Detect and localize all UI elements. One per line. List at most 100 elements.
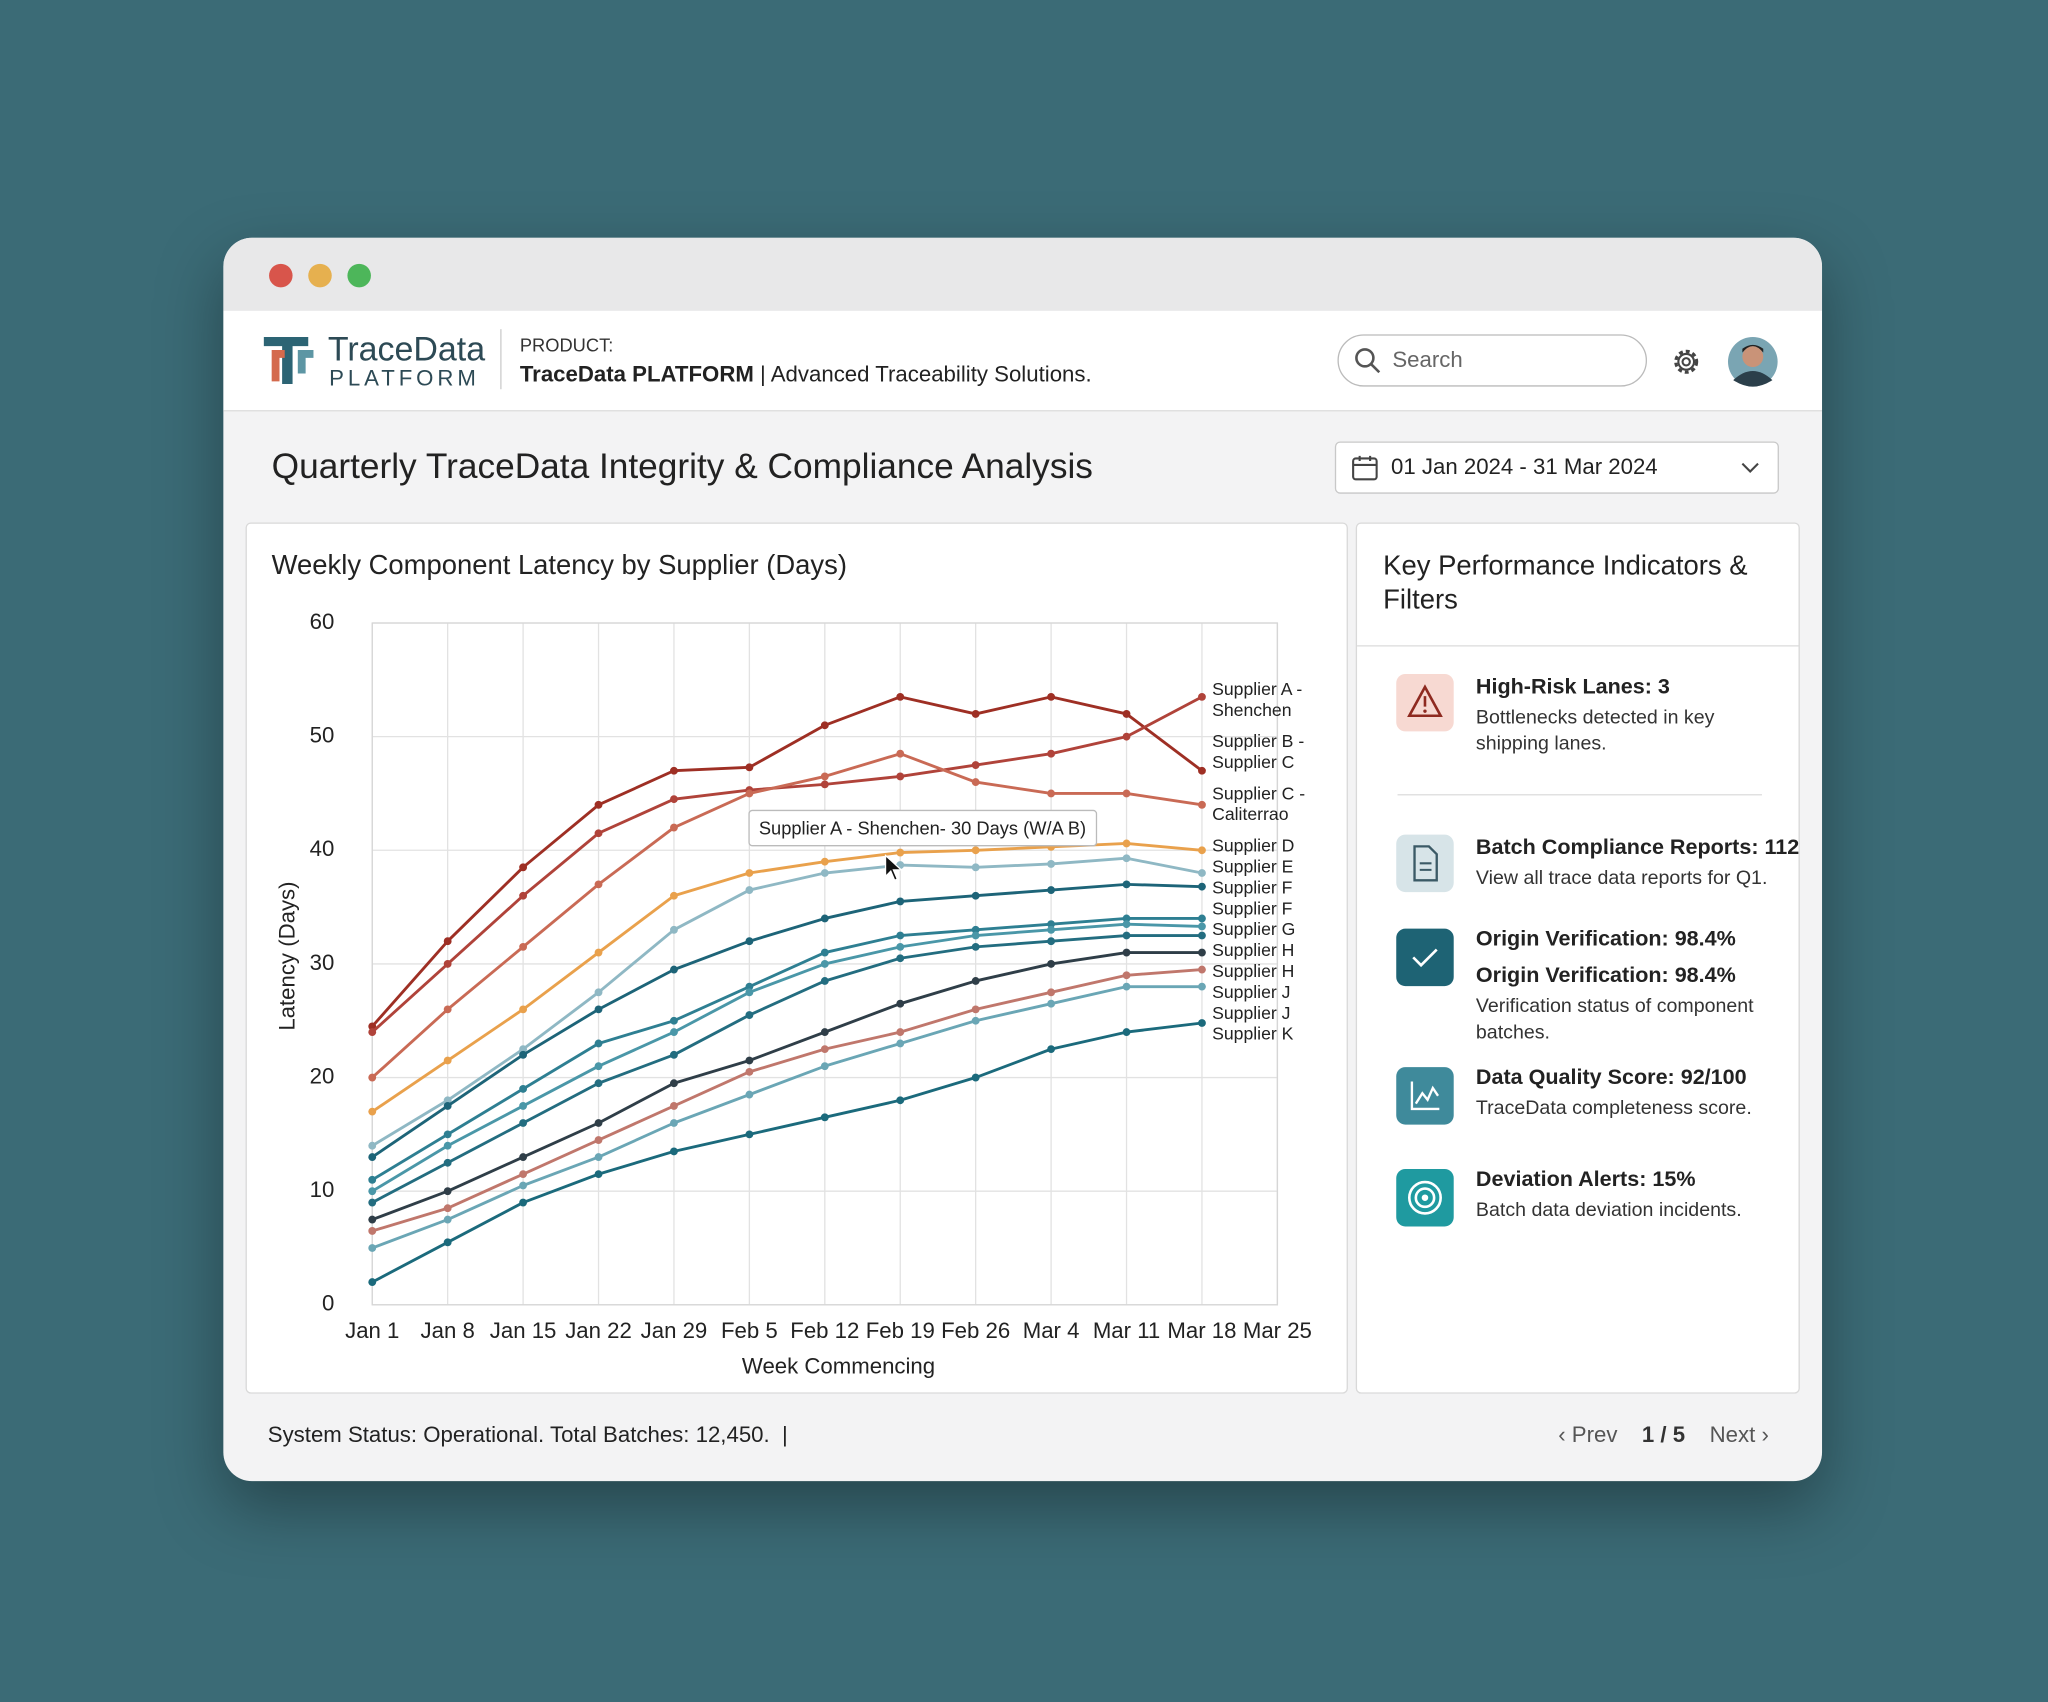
date-range-picker[interactable]: 01 Jan 2024 - 31 Mar 2024	[1334, 441, 1779, 494]
kpi-item: Deviation Alerts: 15% Batch data deviatio…	[1476, 1161, 1783, 1224]
data-point	[820, 1045, 829, 1054]
data-point	[820, 772, 829, 781]
data-point	[745, 1130, 754, 1139]
data-point	[519, 1170, 528, 1179]
maximize-button[interactable]	[347, 263, 371, 288]
deviation-icon	[1396, 1168, 1454, 1227]
data-point	[1047, 920, 1056, 929]
data-point	[971, 977, 980, 985]
next-button[interactable]: Next ›	[1709, 1422, 1769, 1448]
data-point	[670, 795, 678, 804]
x-tick-label: Feb 5	[721, 1318, 778, 1343]
report-icon	[1396, 834, 1454, 893]
data-point	[519, 891, 528, 900]
data-point	[1198, 846, 1206, 855]
kpi-description: Bottlenecks detected in key shipping lan…	[1475, 706, 1715, 755]
data-point	[896, 692, 905, 701]
data-point	[820, 857, 829, 866]
data-point	[670, 1147, 678, 1156]
data-point	[820, 1028, 829, 1037]
minimize-button[interactable]	[308, 263, 332, 288]
data-point	[368, 1107, 377, 1116]
data-point	[594, 948, 603, 957]
data-point	[519, 1181, 528, 1190]
product-line: TraceData PLATFORM | Advanced Traceabili…	[520, 362, 1092, 388]
legend-label: Supplier E	[1212, 856, 1294, 877]
data-point	[443, 1005, 452, 1014]
data-point	[896, 1028, 905, 1037]
data-point	[1198, 692, 1206, 701]
data-point	[368, 1244, 377, 1252]
tooltip: Supplier A - Shenchen- 30 Days (W/A B)	[748, 809, 1097, 847]
kpi-description: Verification status of component batches…	[1475, 995, 1754, 1044]
data-point	[1198, 931, 1206, 940]
x-tick-label: Jan 1	[345, 1318, 399, 1343]
data-point	[971, 710, 980, 718]
kpi-description: TraceData completeness score.	[1475, 1097, 1752, 1120]
y-tick-label: 20	[310, 1063, 335, 1088]
data-point	[670, 1028, 678, 1037]
data-point	[820, 914, 829, 923]
data-point	[368, 1227, 377, 1235]
data-point	[670, 1102, 678, 1110]
legend-label: Supplier F	[1212, 898, 1293, 919]
x-axis-label: Week Commencing	[742, 1353, 935, 1378]
data-point	[1047, 937, 1056, 946]
kpi-title: High-Risk Lanes: 3	[1475, 675, 1670, 699]
data-point	[368, 1028, 377, 1037]
kpi-item: Origin Verification: 98.4% Origin Verific…	[1476, 921, 1783, 1046]
title-bar	[223, 237, 1823, 311]
dropdown-chevron	[1741, 462, 1759, 473]
legend-label: Supplier K	[1212, 1023, 1294, 1044]
data-point	[1122, 920, 1131, 929]
close-button[interactable]	[269, 263, 293, 288]
data-point	[594, 1153, 603, 1162]
logo-icon	[263, 336, 314, 384]
settings-button[interactable]	[1669, 345, 1703, 379]
kpi-item: High-Risk Lanes: 3 Bottlenecks detected i…	[1476, 669, 1783, 758]
data-point	[820, 869, 829, 877]
data-point	[443, 1204, 452, 1213]
kpi-title: Batch Compliance Reports: 112	[1475, 835, 1800, 860]
series-line	[371, 917, 1202, 1182]
data-point	[820, 721, 829, 730]
data-point	[1122, 854, 1131, 863]
series-line	[371, 951, 1202, 1221]
user-avatar[interactable]	[1727, 336, 1779, 388]
data-point	[1122, 931, 1131, 940]
data-point	[670, 1119, 678, 1127]
check-icon	[1396, 928, 1454, 987]
data-point	[1122, 1028, 1131, 1037]
kpi-title: Key Performance Indicators & Filters	[1383, 551, 1748, 616]
data-point	[971, 931, 980, 940]
mouse-cursor	[884, 854, 903, 882]
data-point	[594, 800, 603, 809]
legend-label: Supplier J	[1212, 982, 1291, 1002]
legend-label: Supplier H	[1212, 940, 1295, 960]
data-point	[368, 1073, 377, 1082]
search-icon	[1355, 348, 1381, 374]
data-point	[1047, 886, 1056, 894]
prev-button[interactable]: ‹ Prev	[1558, 1422, 1618, 1448]
prev-label: Prev	[1571, 1422, 1618, 1448]
series-line	[371, 695, 1203, 1034]
legend-label: Supplier H	[1212, 961, 1295, 981]
series-line	[371, 856, 1203, 1147]
x-tick-label: Mar 4	[1023, 1318, 1080, 1343]
plot-frame	[371, 622, 1279, 1306]
data-point	[896, 772, 905, 781]
data-point	[443, 1238, 452, 1247]
data-point	[1122, 971, 1131, 980]
data-point	[1198, 914, 1206, 923]
calendar-icon	[1352, 455, 1378, 481]
data-point	[368, 1153, 377, 1162]
data-point	[820, 1113, 829, 1122]
data-point	[745, 988, 754, 997]
data-point	[1198, 882, 1206, 891]
data-point	[820, 977, 829, 985]
data-point	[594, 1079, 603, 1088]
search-box[interactable]: Search	[1337, 334, 1648, 387]
series-line	[371, 1021, 1203, 1284]
series-line	[371, 752, 1203, 1079]
data-point	[594, 1062, 603, 1071]
